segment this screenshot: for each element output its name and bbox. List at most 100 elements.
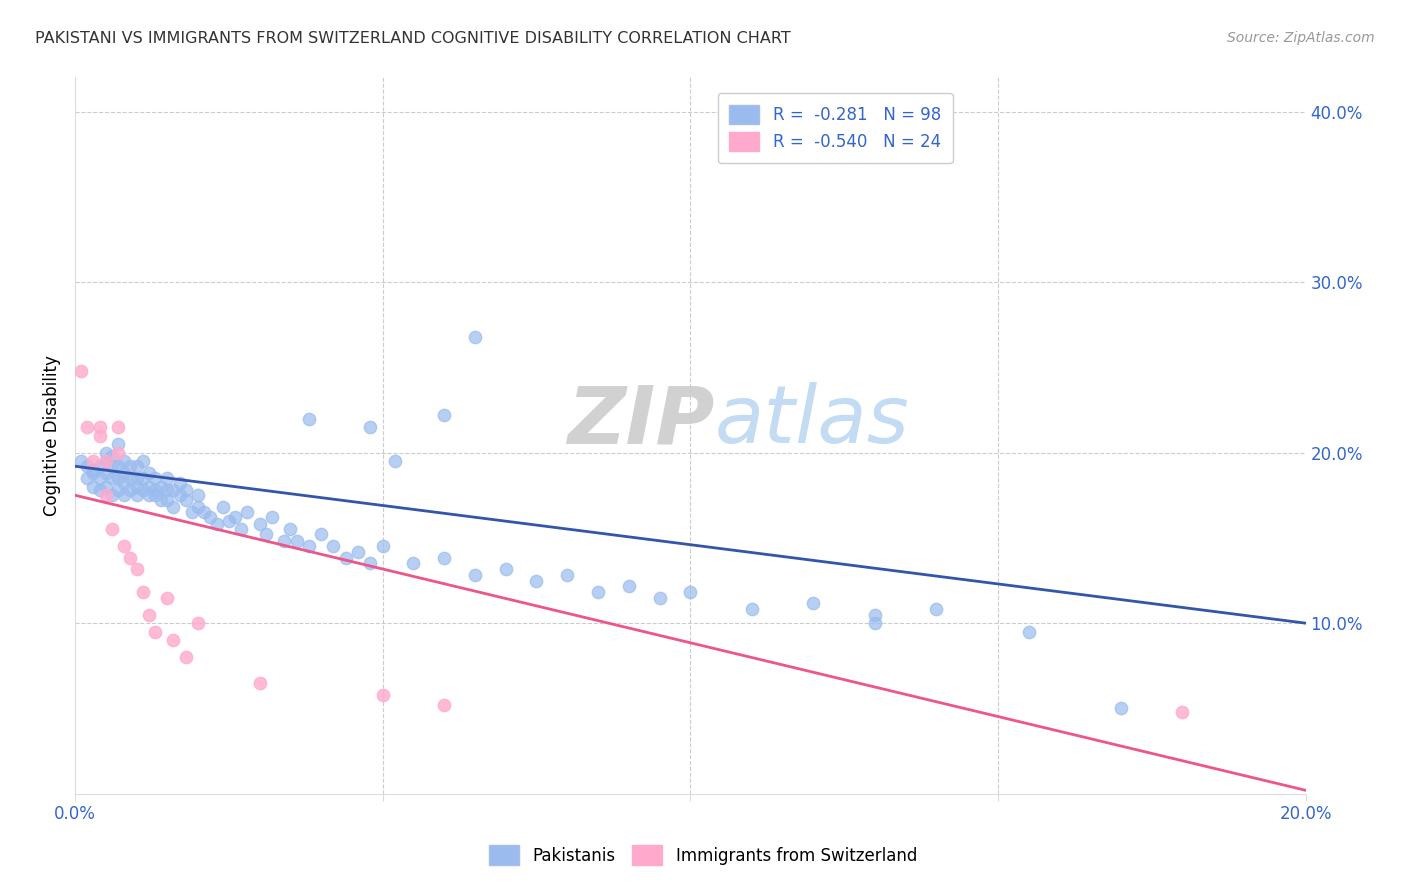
Point	[741, 602, 763, 616]
Point	[162, 483, 184, 497]
Point	[112, 488, 135, 502]
Point	[359, 557, 381, 571]
Point	[495, 561, 517, 575]
Text: Source: ZipAtlas.com: Source: ZipAtlas.com	[1227, 31, 1375, 45]
Point	[82, 480, 104, 494]
Point	[180, 505, 202, 519]
Point	[138, 480, 160, 494]
Point	[107, 483, 129, 497]
Point	[309, 527, 332, 541]
Point	[125, 471, 148, 485]
Point	[679, 585, 702, 599]
Point	[249, 517, 271, 532]
Point	[107, 445, 129, 459]
Point	[125, 561, 148, 575]
Point	[174, 483, 197, 497]
Text: ZIP: ZIP	[568, 383, 714, 460]
Point	[586, 585, 609, 599]
Point	[107, 420, 129, 434]
Point	[131, 454, 153, 468]
Point	[138, 607, 160, 622]
Legend: R =  -0.281   N = 98, R =  -0.540   N = 24: R = -0.281 N = 98, R = -0.540 N = 24	[717, 93, 953, 163]
Point	[174, 650, 197, 665]
Point	[101, 449, 124, 463]
Point	[143, 624, 166, 639]
Point	[1171, 705, 1194, 719]
Point	[107, 459, 129, 474]
Point	[187, 500, 209, 515]
Point	[335, 551, 357, 566]
Point	[464, 568, 486, 582]
Point	[359, 420, 381, 434]
Text: PAKISTANI VS IMMIGRANTS FROM SWITZERLAND COGNITIVE DISABILITY CORRELATION CHART: PAKISTANI VS IMMIGRANTS FROM SWITZERLAND…	[35, 31, 792, 46]
Point	[82, 463, 104, 477]
Point	[120, 471, 142, 485]
Point	[76, 459, 98, 474]
Point	[187, 616, 209, 631]
Point	[89, 459, 111, 474]
Point	[298, 540, 321, 554]
Point	[143, 488, 166, 502]
Point	[402, 557, 425, 571]
Point	[107, 437, 129, 451]
Point	[236, 505, 259, 519]
Point	[801, 596, 824, 610]
Point	[224, 510, 246, 524]
Point	[101, 459, 124, 474]
Point	[82, 454, 104, 468]
Point	[433, 698, 456, 712]
Point	[150, 480, 173, 494]
Point	[94, 454, 117, 468]
Point	[156, 493, 179, 508]
Point	[433, 551, 456, 566]
Point	[94, 488, 117, 502]
Point	[464, 329, 486, 343]
Point	[371, 688, 394, 702]
Point	[101, 522, 124, 536]
Point	[82, 466, 104, 480]
Point	[94, 466, 117, 480]
Point	[112, 476, 135, 491]
Point	[249, 676, 271, 690]
Point	[156, 471, 179, 485]
Point	[925, 602, 948, 616]
Point	[94, 480, 117, 494]
Point	[347, 544, 370, 558]
Point	[218, 514, 240, 528]
Point	[70, 364, 93, 378]
Point	[162, 500, 184, 515]
Point	[1018, 624, 1040, 639]
Point	[70, 454, 93, 468]
Point	[101, 488, 124, 502]
Point	[174, 493, 197, 508]
Point	[260, 510, 283, 524]
Point	[89, 428, 111, 442]
Point	[89, 483, 111, 497]
Point	[298, 411, 321, 425]
Point	[187, 488, 209, 502]
Point	[285, 534, 308, 549]
Point	[150, 493, 173, 508]
Point	[138, 488, 160, 502]
Point	[94, 445, 117, 459]
Point	[280, 522, 302, 536]
Point	[143, 471, 166, 485]
Point	[76, 420, 98, 434]
Point	[1109, 701, 1132, 715]
Point	[433, 408, 456, 422]
Point	[384, 454, 406, 468]
Point	[125, 480, 148, 494]
Point	[371, 540, 394, 554]
Legend: Pakistanis, Immigrants from Switzerland: Pakistanis, Immigrants from Switzerland	[479, 836, 927, 875]
Point	[169, 476, 191, 491]
Point	[94, 454, 117, 468]
Point	[211, 500, 233, 515]
Point	[863, 607, 886, 622]
Point	[193, 505, 215, 519]
Point	[125, 488, 148, 502]
Point	[120, 551, 142, 566]
Point	[131, 471, 153, 485]
Point	[131, 483, 153, 497]
Point	[120, 459, 142, 474]
Point	[112, 454, 135, 468]
